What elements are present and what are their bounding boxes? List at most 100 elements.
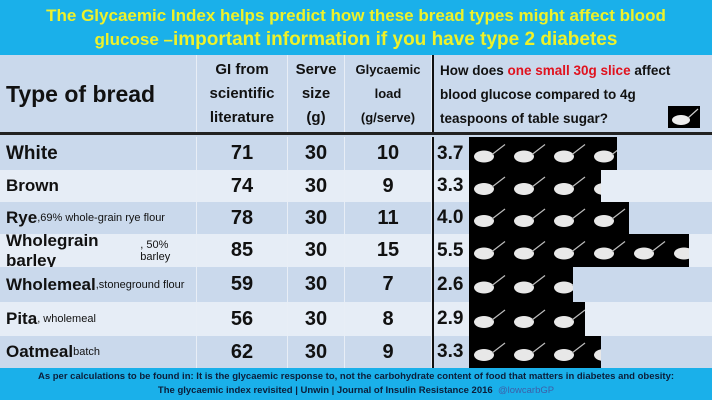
- sugar-teaspoon-icon: [594, 349, 601, 361]
- bread-name-cell: Pita, wholemeal: [0, 302, 197, 336]
- teaspoons-value: 3.3: [432, 170, 469, 202]
- sugar-teaspoon-icon: [554, 281, 573, 294]
- sugar-teaspoon-icon: [474, 342, 506, 361]
- teaspoons-value: 4.0: [432, 202, 469, 234]
- gi-value: 71: [197, 137, 288, 170]
- sugar-teaspoon-icon: [674, 247, 689, 260]
- twitter-handle[interactable]: @lowcarbGP: [497, 385, 555, 396]
- sugar-teaspoon-icon: [514, 275, 546, 294]
- table-row: Rye ,69% whole-grain rye flour 78 30 11 …: [0, 202, 712, 234]
- sugar-teaspoon-icon: [474, 309, 506, 328]
- sugar-teaspoon-icon: [594, 183, 601, 195]
- bread-name: Rye: [6, 208, 38, 227]
- gi-value: 85: [197, 234, 288, 267]
- table-row: Wholegrain barley , 50% barley 85 30 15 5…: [0, 231, 712, 270]
- table-row: White 71 30 10 3.7: [0, 137, 712, 170]
- header-serve-line: (g): [306, 108, 326, 126]
- load-value: 15: [345, 234, 432, 267]
- title-line-2-small: glucose –: [94, 30, 173, 49]
- bread-name-cell: Oatmeal batch: [0, 336, 197, 368]
- sugar-teaspoon-icon: [554, 342, 586, 361]
- question-text: affect blood glucose compared to 4g teas…: [440, 63, 671, 126]
- title-line-1: The Glycaemic Index helps predict how th…: [46, 6, 666, 25]
- bread-name-cell: Wholemeal ,stoneground flour: [0, 267, 197, 302]
- load-value: 9: [345, 336, 432, 368]
- bread-note: batch: [73, 346, 101, 358]
- bread-name-cell: White: [0, 137, 197, 170]
- sugar-teaspoon-icon: [554, 309, 585, 328]
- header-gi: GI from scientific literature: [197, 55, 288, 132]
- teaspoons-value: 3.3: [432, 336, 469, 368]
- sugar-teaspoon-icon: [594, 208, 626, 227]
- serve-value: 30: [288, 234, 345, 267]
- load-value: 9: [345, 170, 432, 202]
- sugar-teaspoon-icon: [474, 176, 506, 195]
- question-highlight: one small 30g slice: [507, 63, 631, 78]
- teaspoons-value: 2.6: [432, 267, 469, 302]
- gi-value: 74: [197, 170, 288, 202]
- header-type: Type of bread: [0, 55, 197, 132]
- load-value: 11: [345, 202, 432, 234]
- title-line-2-big: important information if you have type 2…: [172, 29, 618, 50]
- gi-value: 62: [197, 336, 288, 368]
- serve-value: 30: [288, 336, 345, 368]
- title-line-2: glucose –important information if you ha…: [0, 28, 712, 52]
- bread-name: Pita: [6, 309, 38, 328]
- teaspoon-bar: [469, 137, 617, 170]
- serve-value: 30: [288, 267, 345, 302]
- gi-value: 78: [197, 202, 288, 234]
- teaspoon-bar: [469, 267, 573, 302]
- bread-note: , 50% barley: [140, 238, 171, 263]
- teaspoons-value: 5.5: [432, 234, 469, 267]
- citation-line-1: As per calculations to be found in: It i…: [37, 371, 675, 382]
- header-gi-line: scientific: [209, 84, 275, 102]
- teaspoon-bar: [469, 336, 601, 368]
- sugar-teaspoon-icon: [594, 149, 617, 163]
- citation-reference: The glycaemic index revisited | Unwin | …: [157, 385, 493, 396]
- bread-name-cell: Brown: [0, 170, 197, 202]
- gi-value: 59: [197, 267, 288, 302]
- page-title: The Glycaemic Index helps predict how th…: [0, 0, 712, 55]
- bread-name: Oatmeal: [6, 342, 74, 361]
- table-row: Brown 74 30 9 3.3: [0, 170, 712, 202]
- sugar-teaspoon-icon: [514, 342, 546, 361]
- sugar-teaspoon-icon: [514, 208, 546, 227]
- sugar-teaspoon-icon: [554, 144, 586, 163]
- sugar-teaspoon-icon: [514, 144, 546, 163]
- load-value: 7: [345, 267, 432, 302]
- table-row: Pita, wholemeal 56 30 8 2.9: [0, 302, 712, 336]
- header-question: How does one small 30g slice affect bloo…: [432, 55, 710, 132]
- footer-citation: As per calculations to be found in: It i…: [0, 368, 712, 400]
- sugar-teaspoon-icon: [554, 176, 586, 195]
- load-value: 10: [345, 137, 432, 170]
- serve-value: 30: [288, 202, 345, 234]
- sugar-teaspoon-icon: [554, 241, 586, 260]
- bread-name-cell: Rye ,69% whole-grain rye flour: [0, 202, 197, 234]
- serve-value: 30: [288, 170, 345, 202]
- sugar-teaspoon-icon: [554, 208, 586, 227]
- citation-line-2: The glycaemic index revisited | Unwin | …: [0, 384, 712, 398]
- sugar-teaspoon-icon: [474, 208, 506, 227]
- serve-value: 30: [288, 137, 345, 170]
- serve-value: 30: [288, 302, 345, 336]
- bread-note: ,69% whole-grain rye flour: [37, 212, 165, 224]
- bread-table: Type of bread GI from scientific literatur…: [0, 55, 712, 368]
- load-value: 8: [345, 302, 432, 336]
- bread-name: White: [6, 142, 58, 164]
- sugar-teaspoon-icon: [514, 241, 546, 260]
- gi-value: 56: [197, 302, 288, 336]
- sugar-teaspoon-icon: [668, 106, 700, 128]
- sugar-teaspoon-icon: [594, 241, 626, 260]
- header-load-line: (g/serve): [360, 109, 416, 125]
- teaspoons-value: 2.9: [432, 302, 469, 336]
- sugar-teaspoon-icon: [514, 176, 546, 195]
- header-serve-line: Serve: [295, 60, 337, 78]
- teaspoon-bar: [469, 302, 585, 336]
- sugar-teaspoon-icon: [514, 309, 546, 328]
- header-serve-line: size: [301, 84, 331, 102]
- table-row: Oatmeal batch 62 30 9 3.3: [0, 336, 712, 368]
- header-load-line: Glycaemic: [355, 61, 421, 77]
- header-load-line: load: [374, 85, 402, 101]
- header-gi-line: literature: [209, 108, 275, 126]
- bread-name: Wholemeal: [6, 274, 96, 294]
